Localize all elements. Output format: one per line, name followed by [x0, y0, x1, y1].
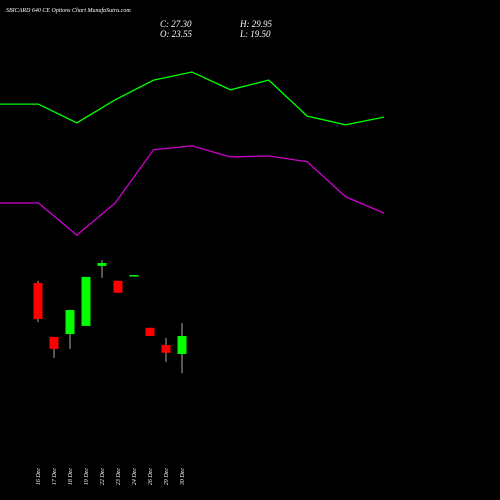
x-tick-label: 19 Dec	[84, 468, 90, 485]
candle-body	[33, 282, 43, 319]
candle-body	[113, 280, 123, 293]
indicator-line	[0, 145, 385, 237]
x-tick-label: 30 Dec	[180, 468, 186, 486]
stat-close: C: 27.30	[160, 19, 192, 29]
candle-body	[177, 335, 187, 354]
candle-body	[161, 345, 171, 353]
x-tick-label: 22 Dec	[100, 468, 106, 485]
candle-body	[145, 327, 155, 336]
candle-body	[49, 336, 59, 349]
candle-body	[81, 276, 91, 326]
x-tick-label: 17 Dec	[52, 468, 58, 485]
chart-title: SBICARD 640 CE Options Chart MunafaSutra…	[6, 7, 131, 14]
candle-body	[129, 275, 139, 277]
x-tick-label: 23 Dec	[116, 468, 122, 485]
x-tick-label: 24 Dec	[131, 468, 138, 485]
x-tick-label: 18 Dec	[68, 468, 74, 485]
x-tick-label: 29 Dec	[164, 468, 170, 485]
stat-open: O: 23.55	[160, 29, 192, 39]
indicator-line	[0, 71, 385, 126]
x-tick-label: 16 Dec	[36, 468, 42, 485]
stat-high: H: 29.95	[239, 19, 272, 29]
candle-body	[65, 310, 75, 335]
stat-low: L: 19.50	[239, 29, 271, 39]
candle-body	[97, 263, 107, 266]
x-tick-label: 26 Dec	[148, 468, 154, 485]
